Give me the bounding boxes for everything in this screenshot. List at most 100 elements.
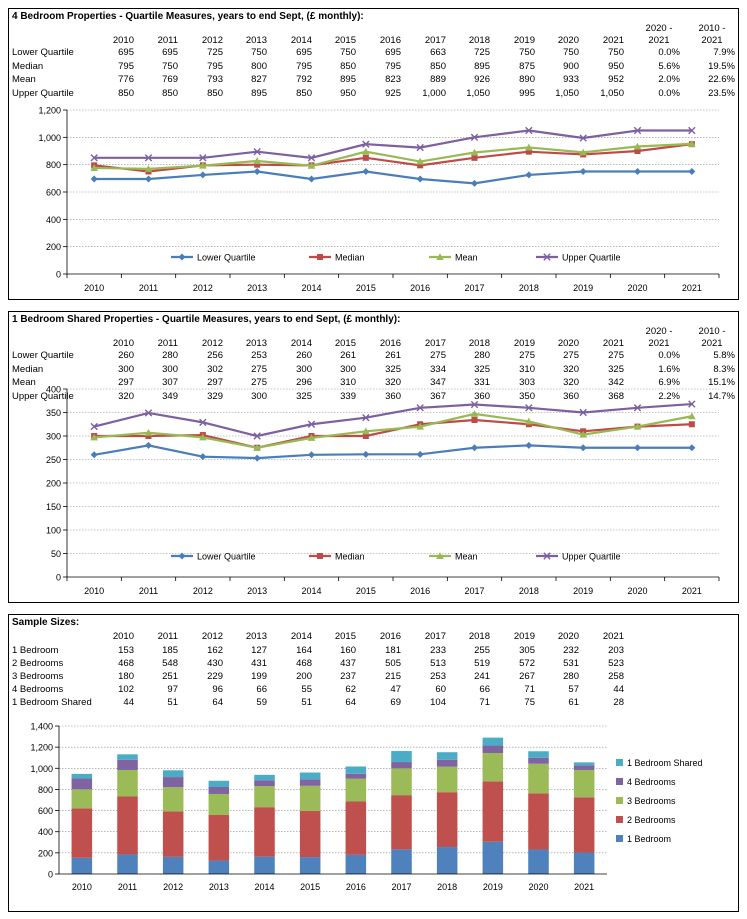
- x-tick-label: 2021: [682, 586, 702, 596]
- table-cell: 275: [430, 350, 446, 361]
- data-point: [90, 422, 98, 431]
- data-point: [253, 443, 261, 451]
- data-point: [634, 444, 641, 452]
- table-cell: 325: [296, 390, 312, 402]
- year-header: 2013: [245, 35, 267, 46]
- data-point: [579, 134, 587, 142]
- legend-label: Lower Quartile: [197, 552, 256, 562]
- table-cell: 368: [608, 390, 624, 402]
- change-header: 2021: [701, 338, 723, 349]
- table-cell: 695: [296, 47, 312, 58]
- x-tick-label: 2014: [301, 586, 321, 596]
- table-cell: 331: [474, 377, 490, 388]
- legend-marker: [436, 253, 444, 260]
- bar-segment: [299, 785, 321, 811]
- year-header: 2017: [424, 631, 446, 642]
- change-header: 2021: [648, 35, 670, 46]
- y-tick-label: 400: [38, 827, 53, 837]
- table-cell: 725: [474, 47, 490, 58]
- year-header: 2013: [245, 338, 267, 349]
- bar-segment: [71, 857, 93, 874]
- x-tick-label: 2015: [356, 586, 376, 596]
- row-label: 2 Bedrooms: [12, 658, 64, 669]
- data-point: [525, 441, 533, 449]
- data-point: [199, 418, 207, 427]
- y-tick-label: 400: [46, 215, 61, 225]
- data-point: [253, 432, 261, 440]
- x-tick-label: 2016: [410, 586, 430, 596]
- bar-segment: [573, 765, 595, 770]
- data-point: [579, 148, 587, 156]
- table-cell: 300: [296, 363, 312, 375]
- table-cell: 199: [251, 671, 267, 682]
- bar-segment: [345, 778, 367, 802]
- panel-sample-sizes: Sample Sizes: 2010 2011 2012 2013 2014 2015 20…: [8, 614, 739, 912]
- series-line: [94, 170, 692, 185]
- legend-swatch: [616, 816, 623, 823]
- table-cell: 57: [568, 684, 579, 695]
- table-cell: 153: [118, 645, 134, 656]
- data-point: [307, 420, 316, 428]
- line-chart-4-bedroom: 0 200 400 600 800 1,000 1,200 2010 2011 2012 2013 2…: [38, 106, 720, 293]
- table-cell: 232: [563, 645, 579, 656]
- data-point: [470, 410, 479, 417]
- data-point: [579, 408, 587, 417]
- y-tick-label: 1,200: [30, 743, 53, 753]
- x-tick-label: 2018: [519, 283, 539, 293]
- legend-label: 2 Bedrooms: [627, 815, 676, 825]
- year-header: 2020: [557, 631, 579, 642]
- bar-segment: [573, 797, 595, 853]
- data-point: [199, 453, 207, 461]
- year-header: 2011: [157, 631, 178, 642]
- year-header: 2021: [602, 35, 624, 46]
- x-tick-label: 2020: [627, 283, 647, 293]
- table-cell: 280: [162, 350, 178, 361]
- data-point: [471, 444, 478, 452]
- row-label: Upper Quartile: [12, 87, 74, 99]
- data-point: [634, 168, 641, 175]
- change-cell: 5.8%: [713, 350, 735, 361]
- x-tick-label: 2010: [72, 882, 92, 892]
- data-point: [253, 168, 261, 175]
- change-cell: 1.6%: [658, 363, 680, 375]
- legend-marker: [178, 552, 186, 560]
- data-point: [416, 175, 424, 183]
- table-cell: 339: [340, 390, 356, 402]
- table-cell: 229: [207, 671, 223, 682]
- change-cell: 22.6%: [708, 74, 735, 85]
- x-tick-label: 2015: [356, 283, 376, 293]
- table-cell: 60: [435, 684, 446, 695]
- data-point: [90, 433, 98, 441]
- table-cell: 325: [608, 363, 624, 375]
- legend-label: Mean: [455, 253, 478, 263]
- bar-segment: [528, 757, 549, 764]
- table-cell: 875: [519, 60, 535, 72]
- x-tick-label: 2011: [139, 283, 158, 293]
- table-cell: 793: [207, 74, 223, 85]
- table-cell: 51: [301, 697, 312, 708]
- change-header: 2010 -: [698, 23, 726, 34]
- table-cell: 468: [118, 658, 134, 669]
- change-header: 2020 -: [645, 326, 673, 337]
- table-cell: 750: [563, 47, 579, 58]
- y-tick-label: 200: [46, 242, 61, 252]
- series-line: [93, 402, 692, 438]
- data-point: [470, 400, 479, 409]
- year-header: 2021: [602, 338, 624, 349]
- data-point: [362, 154, 369, 161]
- data-point: [633, 422, 642, 430]
- bar-segment: [254, 780, 275, 787]
- y-tick-label: 1,200: [38, 106, 61, 116]
- bar-segment: [117, 854, 138, 874]
- table-cell: 431: [251, 658, 267, 669]
- data-point: [416, 450, 424, 458]
- change-cell: 14.7%: [708, 390, 735, 402]
- table-cell: 320: [563, 363, 579, 375]
- change-cell: 5.6%: [658, 60, 680, 72]
- table-cell: 926: [474, 74, 490, 85]
- table-cell: 950: [340, 87, 356, 99]
- data-point: [633, 142, 642, 150]
- table-cell: 44: [123, 697, 134, 708]
- change-header: 2010 -: [698, 326, 726, 337]
- table-cell: 769: [162, 74, 178, 85]
